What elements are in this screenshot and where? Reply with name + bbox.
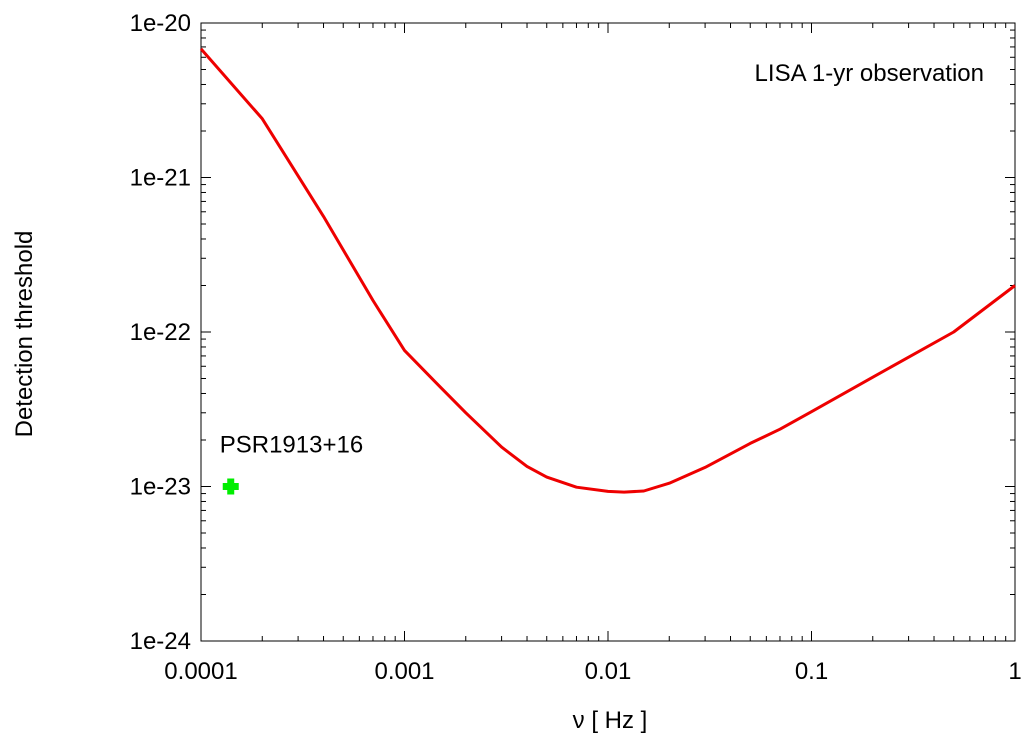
series-layer [199,47,1016,494]
x-tick-label: 0.1 [795,658,828,685]
y-tick-label: 1e-24 [130,628,191,655]
x-tick-label: 1 [1008,658,1021,685]
y-axis-label: Detection threshold [11,231,38,438]
x-tick-label: 0.0001 [164,658,237,685]
y-tick-label: 1e-21 [130,165,191,192]
y-tick-label: 1e-20 [130,10,191,37]
annotation-lisa: LISA 1-yr observation [755,60,984,87]
points-layer: PSR1913+16 [220,432,363,495]
y-tick-label: 1e-22 [130,319,191,346]
x-tick-label: 0.01 [585,658,632,685]
x-tick-label: 0.001 [374,658,434,685]
point-label: PSR1913+16 [220,432,363,459]
sensitivity-curve [199,47,1016,494]
y-axis-ticks: 1e-24 1e-23 1e-22 1e-21 1e-20 [130,10,1015,655]
plot-frame [200,22,1016,642]
x-axis-label: ν [ Hz ] [573,707,648,734]
x-axis-ticks: 0.0001 0.001 0.01 0.1 1 [164,23,1022,685]
y-tick-label: 1e-23 [130,474,191,501]
point-marker [222,478,239,495]
